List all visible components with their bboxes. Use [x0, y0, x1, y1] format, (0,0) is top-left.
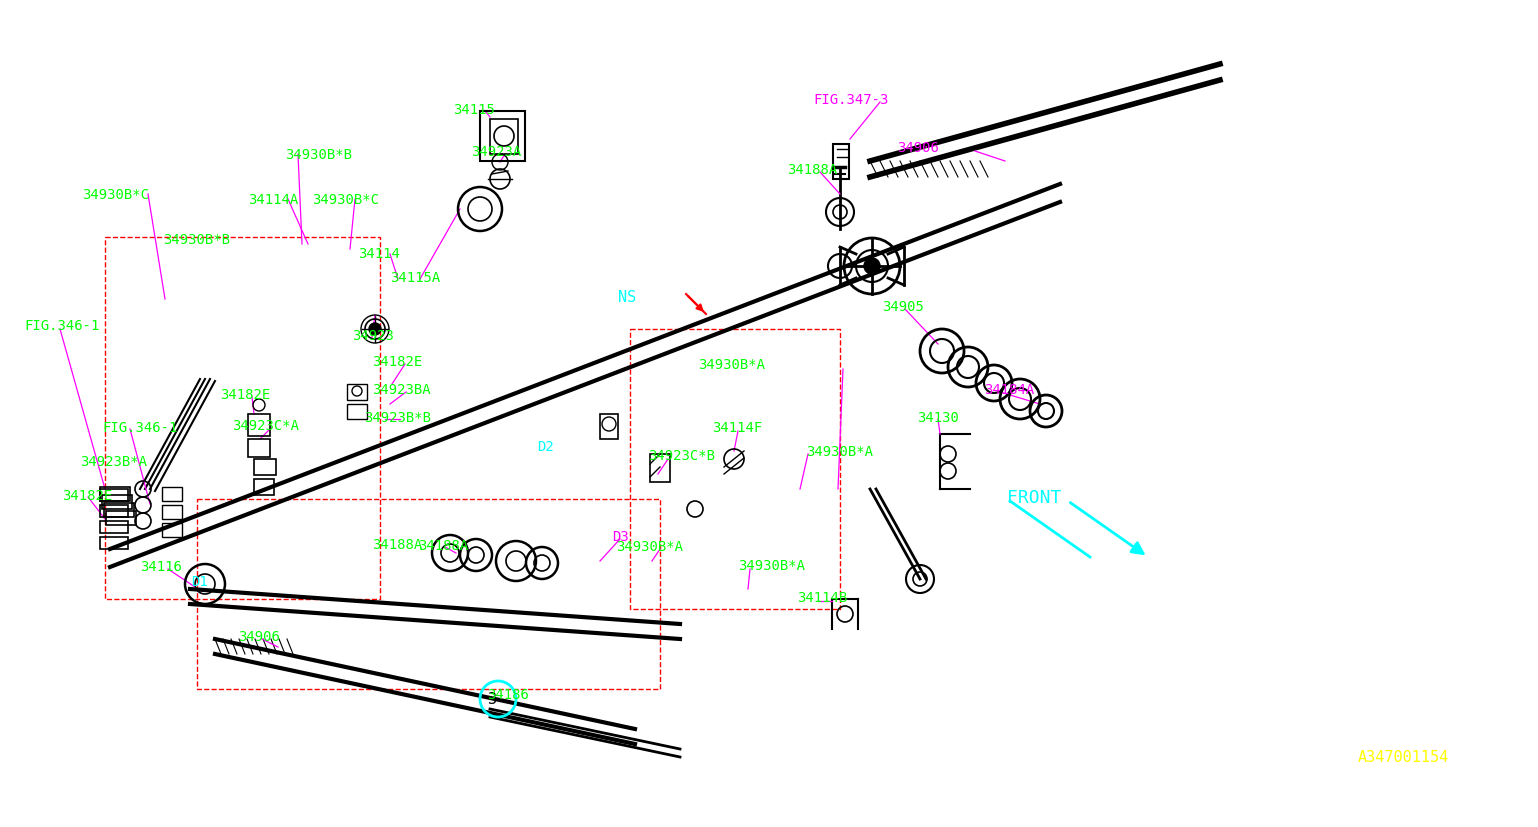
Text: 34905: 34905 — [881, 299, 924, 313]
Bar — [254, 460, 275, 476]
Bar — [248, 414, 271, 437]
Bar — [651, 455, 671, 482]
Bar — [348, 385, 368, 400]
Text: FIG.346-1: FIG.346-1 — [25, 318, 100, 332]
Bar — [100, 487, 131, 501]
Text: 34182E: 34182E — [372, 355, 423, 369]
Text: A347001154: A347001154 — [1358, 749, 1449, 765]
Text: 34114: 34114 — [358, 246, 400, 261]
Text: 34115A: 34115A — [391, 270, 440, 284]
Bar — [100, 521, 128, 533]
Text: 34930B*A: 34930B*A — [698, 357, 764, 371]
Text: 34188A: 34188A — [372, 538, 423, 552]
Bar — [480, 112, 524, 162]
Text: FIG.347-3: FIG.347-3 — [814, 93, 889, 107]
Bar — [600, 414, 618, 439]
Bar — [161, 505, 181, 519]
Bar — [106, 511, 135, 525]
Bar — [248, 439, 271, 457]
Text: D1: D1 — [191, 574, 208, 588]
Bar — [100, 538, 128, 549]
Text: 34115: 34115 — [454, 103, 495, 117]
Text: NS: NS — [618, 290, 637, 305]
Text: 34923C*B: 34923C*B — [647, 448, 715, 462]
Text: 34923C*A: 34923C*A — [232, 418, 298, 433]
Bar — [105, 504, 134, 518]
Bar — [102, 495, 132, 509]
Bar — [348, 404, 368, 419]
Text: 34188A: 34188A — [418, 538, 468, 552]
Text: 34923A: 34923A — [471, 145, 521, 159]
Text: 34186: 34186 — [488, 687, 529, 701]
Bar — [100, 490, 128, 501]
Text: 34114A: 34114A — [248, 193, 298, 207]
Text: FRONT: FRONT — [1007, 489, 1061, 506]
Text: 34930B*C: 34930B*C — [312, 193, 378, 207]
Text: FIG.346-1: FIG.346-1 — [102, 420, 177, 434]
Bar — [100, 505, 128, 518]
Text: 34923B*A: 34923B*A — [80, 455, 148, 468]
Text: 34182E: 34182E — [220, 388, 271, 402]
Text: 34114F: 34114F — [712, 420, 763, 434]
Bar — [834, 145, 849, 179]
Bar — [254, 480, 274, 495]
Text: 34930B*A: 34930B*A — [738, 558, 804, 572]
Text: 34930B*B: 34930B*B — [285, 148, 352, 162]
Circle shape — [369, 323, 381, 336]
Text: 34116: 34116 — [140, 559, 181, 573]
Text: 34188A: 34188A — [787, 163, 837, 177]
Text: 34930B*A: 34930B*A — [617, 539, 683, 553]
Text: 34930B*C: 34930B*C — [82, 188, 149, 202]
Text: 34923B*B: 34923B*B — [365, 410, 431, 424]
Text: 34923BA: 34923BA — [372, 383, 431, 396]
Text: D3: D3 — [612, 529, 629, 543]
Text: 34906: 34906 — [897, 141, 938, 155]
Bar — [161, 487, 181, 501]
Text: 34930B*B: 34930B*B — [163, 232, 231, 246]
Text: 34130: 34130 — [917, 410, 958, 424]
Text: 34182E: 34182E — [62, 489, 112, 502]
Bar — [491, 120, 518, 155]
Text: D2: D2 — [537, 439, 554, 453]
Text: 34114B: 34114B — [797, 590, 847, 605]
Text: 34930B*A: 34930B*A — [806, 444, 874, 458]
Text: 34923: 34923 — [352, 328, 394, 342]
Bar — [161, 523, 181, 538]
Text: 3: 3 — [489, 691, 498, 706]
Text: 34184A: 34184A — [984, 383, 1034, 396]
Text: 34906: 34906 — [238, 629, 280, 643]
Circle shape — [864, 259, 880, 275]
